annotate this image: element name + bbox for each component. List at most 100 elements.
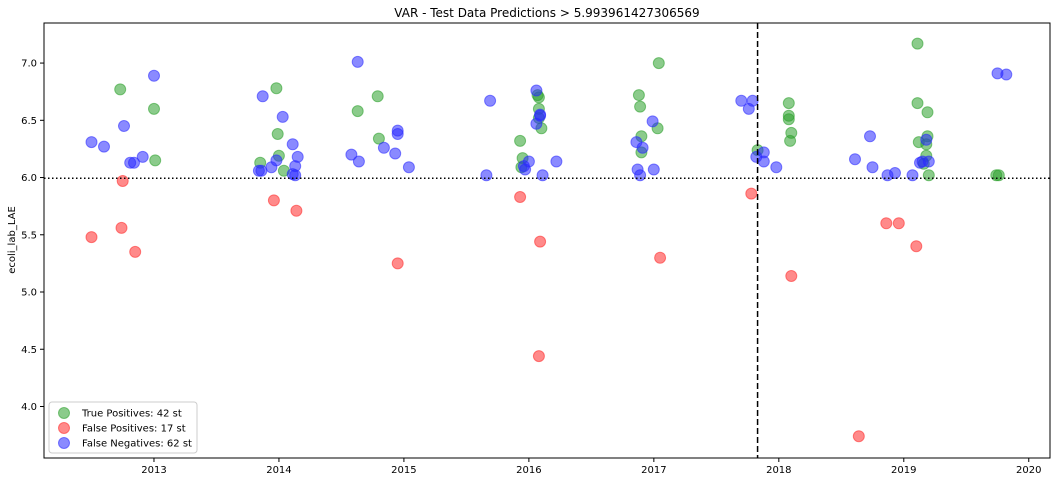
data-point-series-1 — [534, 235, 547, 248]
y-axis-label: ecoli_lab_LAE — [7, 206, 18, 274]
x-tick-label: 2015 — [391, 465, 416, 476]
data-point-series-0 — [371, 90, 384, 103]
data-point-series-2 — [646, 115, 659, 128]
y-tick-label: 5.0 — [21, 288, 37, 299]
data-point-series-2 — [118, 120, 130, 132]
data-point-series-0 — [114, 83, 127, 96]
data-point-series-2 — [530, 84, 543, 97]
y-tick-label: 4.5 — [21, 345, 37, 356]
x-tick-label: 2014 — [266, 465, 291, 476]
data-point-series-1 — [116, 175, 129, 187]
data-point-series-2 — [148, 69, 160, 82]
data-point-series-2 — [136, 150, 149, 163]
x-tick-label: 2017 — [641, 465, 666, 476]
data-point-series-2 — [522, 155, 535, 168]
data-point-series-1 — [129, 245, 142, 258]
data-point-series-0 — [372, 132, 385, 145]
data-point-series-0 — [922, 169, 935, 182]
chart-title: VAR - Test Data Predictions > 5.99396142… — [394, 6, 699, 20]
data-point-series-2 — [85, 136, 98, 149]
x-tick-label: 2013 — [141, 465, 166, 476]
x-tick-label: 2019 — [891, 465, 916, 476]
data-point-series-2 — [255, 164, 268, 177]
data-point-series-1 — [532, 350, 545, 363]
legend: True Positives: 42 st False Positives: 17… — [48, 401, 198, 454]
data-point-series-2 — [291, 150, 304, 163]
y-tick-label: 6.5 — [21, 116, 37, 127]
plot-frame — [43, 22, 1051, 459]
data-point-series-1 — [785, 270, 798, 282]
data-point-series-2 — [276, 110, 289, 123]
data-point-series-1 — [391, 257, 404, 270]
data-point-series-0 — [271, 128, 284, 140]
data-point-series-1 — [654, 251, 667, 264]
data-point-series-2 — [906, 169, 919, 182]
data-point-series-2 — [866, 161, 879, 174]
data-point-series-2 — [289, 169, 302, 182]
data-point-series-2 — [889, 167, 901, 179]
data-point-series-0 — [921, 106, 934, 119]
x-tick-label: 2018 — [766, 465, 791, 476]
data-point-series-0 — [784, 134, 797, 147]
data-point-series-1 — [85, 231, 98, 244]
data-point-series-1 — [910, 240, 923, 253]
data-point-series-2 — [920, 133, 933, 146]
data-point-series-2 — [770, 161, 783, 174]
data-point-series-2 — [849, 153, 861, 166]
data-point-series-1 — [290, 204, 303, 217]
data-point-series-1 — [892, 217, 905, 230]
data-point-series-2 — [98, 140, 110, 153]
data-point-series-0 — [911, 97, 924, 110]
data-point-series-2 — [391, 124, 404, 137]
data-point-series-2 — [270, 154, 283, 167]
x-axis-ticks: 2013 2014 2015 2016 2017 2018 2019 2020 — [141, 458, 1041, 476]
data-point-series-2 — [536, 169, 549, 182]
y-axis-ticks: 4.0 4.5 5.0 5.5 6.0 6.5 7.0 — [21, 59, 44, 413]
data-point-series-1 — [880, 217, 893, 230]
data-point-series-2 — [352, 155, 365, 168]
data-point-series-2 — [345, 148, 358, 161]
data-point-series-2 — [351, 55, 364, 68]
data-point-series-1 — [514, 191, 527, 203]
data-point-series-0 — [351, 105, 364, 118]
data-point-series-2 — [534, 108, 547, 121]
data-point-series-0 — [149, 154, 162, 167]
data-point-series-2 — [922, 155, 935, 168]
data-point-series-0 — [270, 82, 283, 95]
data-point-series-0 — [992, 169, 1005, 182]
legend-label: False Positives: 17 st — [82, 424, 186, 435]
data-point-series-0 — [652, 57, 665, 70]
data-point-series-2 — [746, 94, 759, 107]
data-point-series-2 — [634, 169, 647, 182]
data-point-series-2 — [757, 155, 770, 168]
y-tick-label: 5.5 — [21, 230, 37, 241]
data-point-series-1 — [115, 221, 128, 234]
data-point-series-2 — [286, 138, 299, 151]
data-point-series-0 — [782, 113, 795, 126]
y-tick-label: 7.0 — [21, 59, 37, 70]
data-points-group — [85, 37, 1013, 443]
legend-label: True Positives: 42 st — [81, 409, 182, 420]
data-point-series-0 — [148, 102, 160, 115]
data-point-series-2 — [128, 156, 140, 169]
data-point-series-2 — [550, 155, 563, 168]
data-point-series-2 — [864, 130, 876, 143]
data-point-series-2 — [480, 169, 493, 182]
x-tick-label: 2016 — [516, 465, 541, 476]
data-point-series-1 — [267, 194, 280, 207]
legend-marker — [58, 437, 70, 449]
data-point-series-0 — [782, 97, 795, 110]
legend-box — [48, 401, 198, 454]
data-point-series-1 — [745, 187, 758, 200]
data-point-series-1 — [852, 430, 865, 443]
legend-marker — [58, 407, 70, 419]
y-tick-label: 6.0 — [21, 173, 37, 184]
data-point-series-2 — [402, 161, 415, 174]
data-point-series-2 — [636, 141, 649, 154]
y-tick-label: 4.0 — [21, 402, 37, 413]
data-point-series-2 — [647, 163, 660, 176]
reference-lines — [44, 23, 1050, 458]
data-point-series-2 — [256, 90, 269, 103]
legend-marker — [58, 422, 70, 434]
